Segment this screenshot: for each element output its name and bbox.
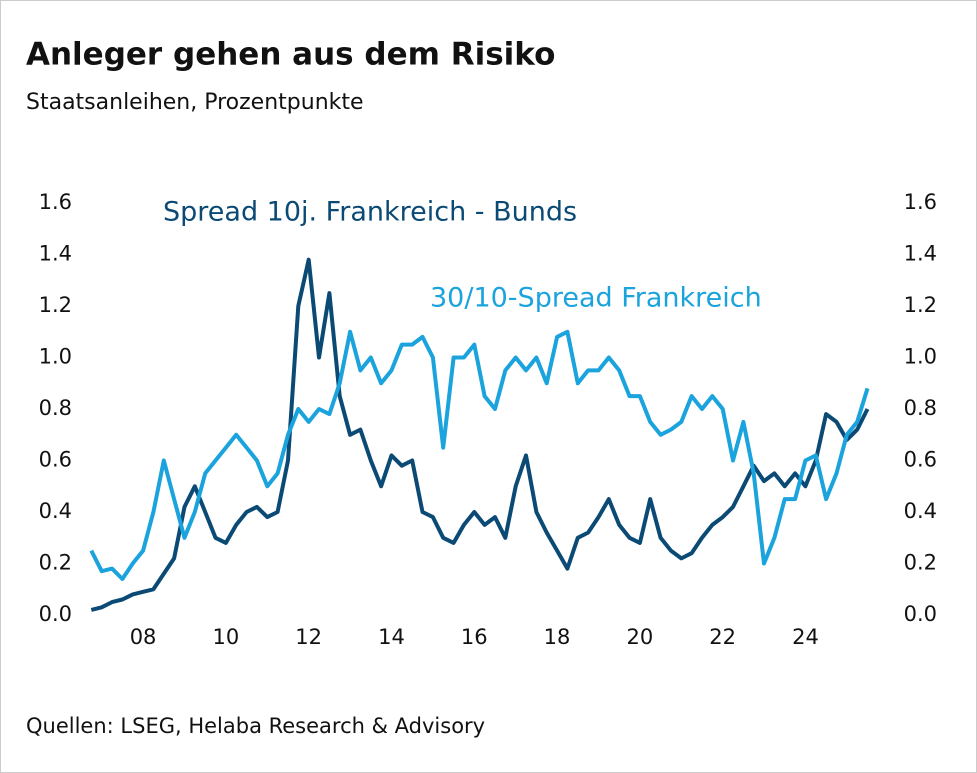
y2-tick-label: 0.6 <box>904 448 937 472</box>
y2-tick-label: 0.4 <box>904 499 937 523</box>
y-tick-label: 1.6 <box>39 190 72 214</box>
series-label: Spread 10j. Frankreich - Bunds <box>163 197 577 228</box>
y-tick-label: 1.2 <box>39 293 72 317</box>
x-tick-label: 20 <box>626 625 653 649</box>
x-tick-label: 16 <box>461 625 488 649</box>
y2-tick-label: 0.8 <box>904 396 937 420</box>
y-tick-label: 1.0 <box>39 345 72 369</box>
y-tick-label: 0.8 <box>39 396 72 420</box>
x-tick-label: 18 <box>544 625 571 649</box>
x-tick-label: 22 <box>709 625 736 649</box>
series-line <box>90 257 870 612</box>
source: Quellen: LSEG, Helaba Research & Advisor… <box>26 714 485 738</box>
x-tick-label: 14 <box>378 625 405 649</box>
series-label: 30/10-Spread Frankreich <box>430 283 762 314</box>
y-tick-label: 0.6 <box>39 448 72 472</box>
chart-subtitle: Staatsanleihen, Prozentpunkte <box>26 90 364 115</box>
y2-tick-label: 1.4 <box>904 242 937 266</box>
y2-tick-label: 0.0 <box>904 602 937 626</box>
x-tick-label: 10 <box>212 625 239 649</box>
y2-tick-label: 0.2 <box>904 551 937 575</box>
y-tick-label: 0.2 <box>39 551 72 575</box>
y2-tick-label: 1.2 <box>904 293 937 317</box>
series-line <box>89 329 870 581</box>
x-tick-label: 24 <box>792 625 819 649</box>
chart-title: Anleger gehen aus dem Risiko <box>26 37 555 73</box>
y-tick-label: 1.4 <box>39 242 72 266</box>
y-tick-label: 0.0 <box>39 602 72 626</box>
y2-tick-label: 1.6 <box>904 190 937 214</box>
x-tick-label: 08 <box>130 625 157 649</box>
x-tick-label: 12 <box>295 625 322 649</box>
y2-tick-label: 1.0 <box>904 345 937 369</box>
y-tick-label: 0.4 <box>39 499 72 523</box>
